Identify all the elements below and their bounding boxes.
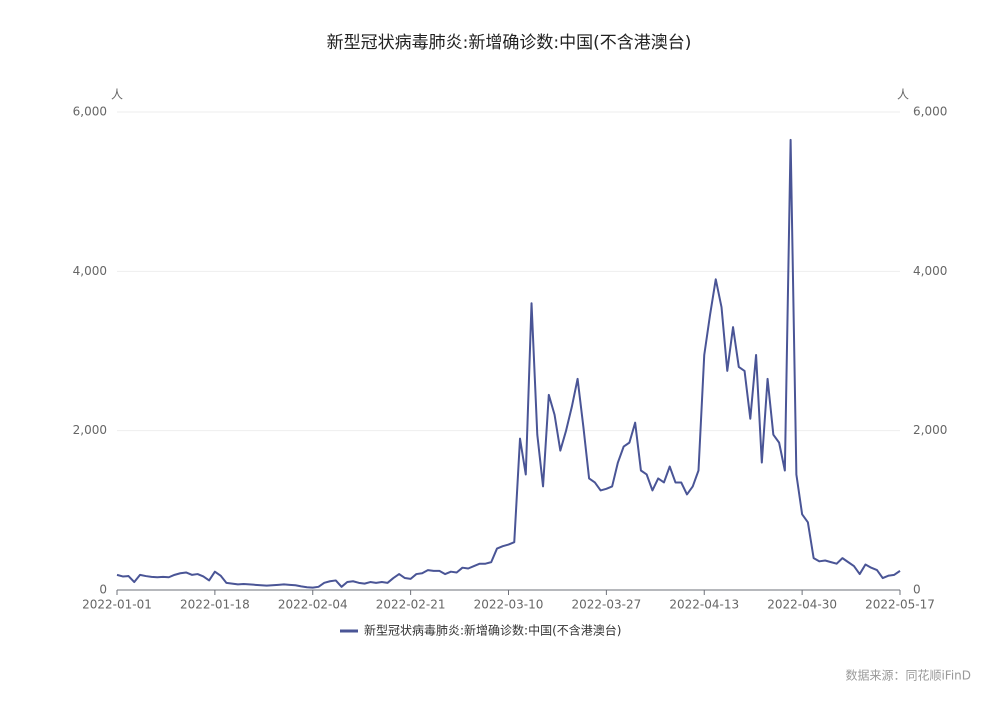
y2-tick-label: 6,000 bbox=[913, 105, 947, 119]
y-tick-label: 0 bbox=[99, 583, 107, 597]
y2-tick-label: 4,000 bbox=[913, 264, 947, 278]
x-tick-label: 2022-04-30 bbox=[767, 598, 837, 612]
x-tick-label: 2022-03-10 bbox=[474, 598, 544, 612]
chart-title: 新型冠状病毒肺炎:新增确诊数:中国(不含港澳台) bbox=[327, 33, 692, 53]
x-tick-label: 2022-01-18 bbox=[180, 598, 250, 612]
source-note: 数据来源：同花顺iFinD bbox=[845, 668, 971, 683]
x-tick-label: 2022-02-21 bbox=[376, 598, 446, 612]
x-tick-label: 2022-01-01 bbox=[82, 598, 152, 612]
y2-unit: 人 bbox=[897, 88, 909, 102]
y-unit: 人 bbox=[111, 88, 123, 102]
legend-label: 新型冠状病毒肺炎:新增确诊数:中国(不含港澳台) bbox=[364, 623, 621, 638]
x-tick-label: 2022-03-27 bbox=[572, 598, 642, 612]
x-tick-label: 2022-05-17 bbox=[865, 598, 935, 612]
y2-tick-label: 2,000 bbox=[913, 423, 947, 437]
x-tick-label: 2022-02-04 bbox=[278, 598, 348, 612]
y-tick-label: 6,000 bbox=[73, 105, 107, 119]
y-tick-label: 2,000 bbox=[73, 423, 107, 437]
x-tick-label: 2022-04-13 bbox=[669, 598, 739, 612]
y2-tick-label: 0 bbox=[913, 583, 921, 597]
data-line bbox=[116, 138, 901, 589]
y-tick-label: 4,000 bbox=[73, 264, 107, 278]
